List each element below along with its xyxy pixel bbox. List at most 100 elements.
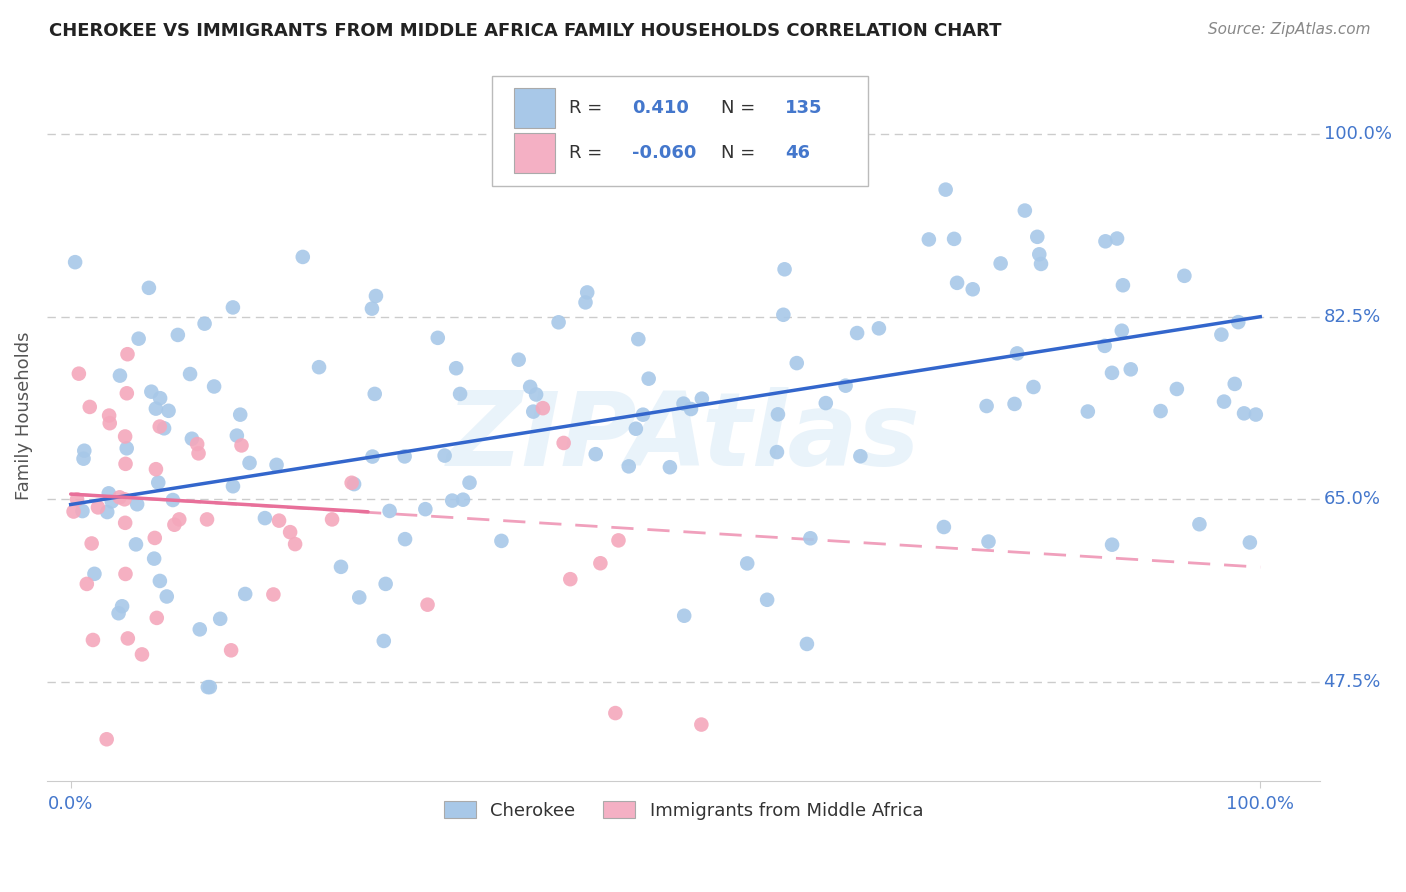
Point <box>946 276 969 290</box>
Point <box>449 387 471 401</box>
Point <box>1119 362 1142 376</box>
Point <box>141 384 163 399</box>
Point <box>266 458 288 472</box>
Point <box>153 421 176 435</box>
Point <box>128 332 150 346</box>
Point <box>262 587 284 601</box>
Point <box>349 591 371 605</box>
Text: 0.410: 0.410 <box>633 99 689 117</box>
Point <box>229 408 252 422</box>
Text: -0.060: -0.060 <box>633 144 697 162</box>
Point <box>977 534 1000 549</box>
Point <box>156 590 179 604</box>
FancyBboxPatch shape <box>515 133 555 173</box>
Point <box>138 281 160 295</box>
Point <box>361 301 384 316</box>
Point <box>1188 517 1211 532</box>
Point <box>278 525 301 540</box>
Point <box>772 308 794 322</box>
Legend: Cherokee, Immigrants from Middle Africa: Cherokee, Immigrants from Middle Africa <box>436 794 931 827</box>
Point <box>444 361 467 376</box>
Point <box>524 387 547 401</box>
Point <box>111 599 134 614</box>
Point <box>83 566 105 581</box>
Point <box>508 352 530 367</box>
Point <box>195 512 218 526</box>
Point <box>1111 324 1133 338</box>
Point <box>1005 346 1028 360</box>
Point <box>1022 380 1045 394</box>
Point <box>67 367 90 381</box>
Point <box>96 732 118 747</box>
Point <box>668 106 690 120</box>
Point <box>796 637 818 651</box>
Point <box>394 532 416 546</box>
Point <box>284 537 307 551</box>
Point <box>231 438 253 452</box>
Point <box>114 429 136 443</box>
Text: CHEROKEE VS IMMIGRANTS FROM MIDDLE AFRICA FAMILY HOUSEHOLDS CORRELATION CHART: CHEROKEE VS IMMIGRANTS FROM MIDDLE AFRIC… <box>49 22 1001 40</box>
Point <box>990 256 1012 270</box>
Text: 65.0%: 65.0% <box>1323 491 1381 508</box>
Point <box>108 368 131 383</box>
Point <box>522 404 544 418</box>
Point <box>631 408 654 422</box>
Point <box>1239 535 1261 549</box>
Point <box>222 479 245 493</box>
Point <box>553 436 575 450</box>
Point <box>416 598 439 612</box>
Point <box>179 367 201 381</box>
Point <box>607 533 630 548</box>
Point <box>637 372 659 386</box>
Point <box>149 391 172 405</box>
Point <box>766 408 789 422</box>
Point <box>100 494 122 508</box>
Point <box>1029 257 1052 271</box>
Point <box>117 632 139 646</box>
Point <box>114 566 136 581</box>
Point <box>117 347 139 361</box>
Point <box>72 451 94 466</box>
Point <box>1101 538 1123 552</box>
Point <box>1211 327 1233 342</box>
Point <box>849 449 872 463</box>
Point <box>115 386 138 401</box>
Text: 100.0%: 100.0% <box>1323 125 1392 143</box>
Point <box>145 401 167 416</box>
Point <box>1026 229 1049 244</box>
Point <box>814 396 837 410</box>
Text: ZIPAtlas: ZIPAtlas <box>447 387 920 488</box>
Text: N =: N = <box>721 99 756 117</box>
Point <box>935 183 957 197</box>
Y-axis label: Family Households: Family Households <box>15 332 32 500</box>
Point <box>679 402 702 417</box>
Point <box>149 574 172 588</box>
Point <box>491 533 513 548</box>
Point <box>340 475 363 490</box>
Point <box>167 512 190 526</box>
Point <box>98 416 121 430</box>
Point <box>186 437 208 451</box>
Point <box>180 432 202 446</box>
Point <box>330 559 353 574</box>
Point <box>1077 404 1099 418</box>
Point <box>225 428 247 442</box>
Point <box>148 475 170 490</box>
Point <box>605 706 627 720</box>
Point <box>918 232 941 246</box>
Point <box>162 493 184 508</box>
Point <box>1094 339 1116 353</box>
Point <box>233 587 256 601</box>
Point <box>1101 366 1123 380</box>
Point <box>97 486 120 500</box>
Point <box>82 632 104 647</box>
Text: Source: ZipAtlas.com: Source: ZipAtlas.com <box>1208 22 1371 37</box>
Point <box>238 456 260 470</box>
Point <box>125 537 148 551</box>
Point <box>574 295 596 310</box>
Point <box>690 392 713 406</box>
Point <box>219 643 242 657</box>
Point <box>114 516 136 530</box>
Text: 47.5%: 47.5% <box>1323 673 1381 691</box>
Point <box>834 378 856 392</box>
